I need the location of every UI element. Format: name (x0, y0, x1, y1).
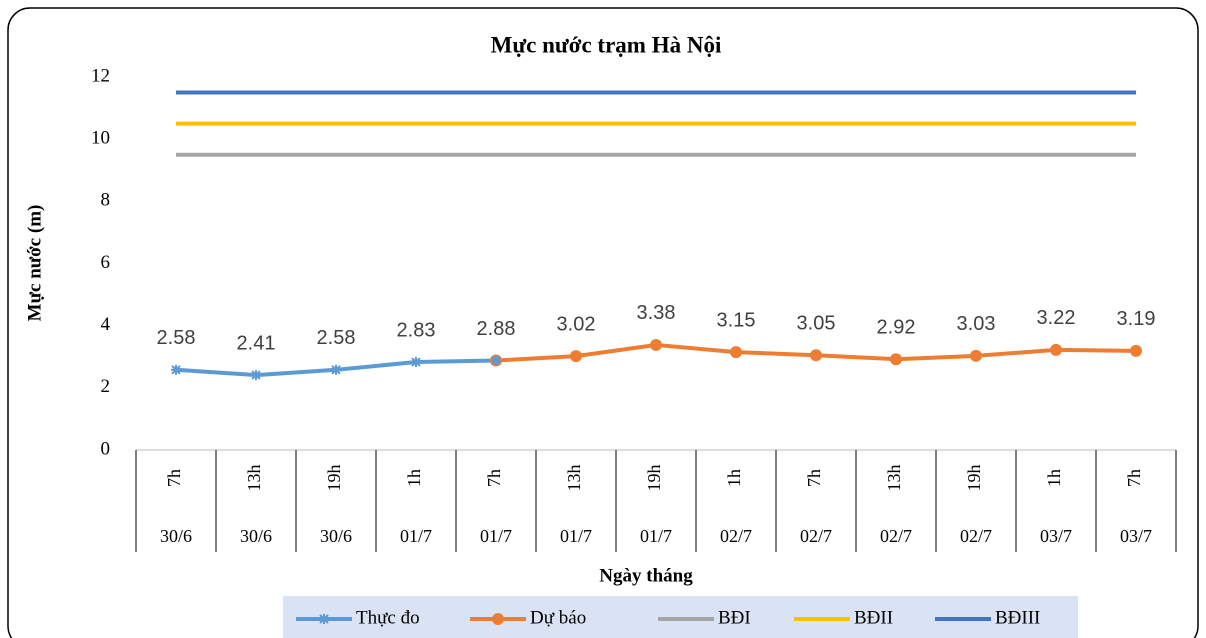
legend-label: BĐI (718, 607, 751, 628)
marker (171, 364, 181, 375)
marker-stroke (491, 355, 501, 366)
x-tick-label: 13h (884, 465, 904, 492)
x-axis-label: Ngày tháng (599, 565, 693, 586)
data-label: 2.88 (477, 318, 516, 340)
x-group-label: 03/7 (1040, 526, 1072, 546)
x-tick-label: 7h (804, 469, 824, 487)
marker-stroke (251, 370, 261, 380)
chart-title: Mực nước trạm Hà Nội (491, 32, 722, 57)
x-group-label: 02/7 (720, 526, 752, 546)
x-group-label: 30/6 (240, 526, 272, 546)
legend-label: Thực đo (356, 607, 420, 628)
marker-stroke (319, 614, 329, 624)
y-axis-label: Mực nước (m) (24, 205, 45, 322)
x-tick-label: 19h (644, 465, 664, 492)
marker (650, 338, 662, 351)
x-tick-label: 1h (404, 469, 424, 487)
data-label: 2.58 (317, 327, 356, 349)
x-group-label: 01/7 (560, 526, 592, 546)
data-label: 2.92 (877, 317, 916, 339)
y-tick-label: 4 (101, 314, 111, 335)
marker (1050, 343, 1062, 356)
x-tick-label: 13h (244, 465, 264, 492)
y-tick-label: 12 (91, 65, 110, 86)
x-group-label: 01/7 (400, 526, 432, 546)
y-tick-label: 6 (101, 252, 111, 273)
data-label: 3.19 (1117, 308, 1156, 330)
data-label: 3.02 (557, 313, 596, 335)
x-tick-label: 19h (324, 465, 344, 492)
x-tick-label: 1h (724, 469, 744, 487)
marker (730, 346, 742, 359)
data-label: 3.38 (637, 302, 676, 324)
marker (491, 355, 501, 366)
legend-label: BĐIII (995, 607, 1040, 628)
marker (319, 614, 329, 624)
marker (810, 349, 822, 362)
marker-stroke (411, 357, 421, 367)
x-group-label: 02/7 (960, 526, 992, 546)
x-group-label: 01/7 (480, 526, 512, 546)
x-tick-label: 7h (1124, 469, 1144, 487)
data-label: 2.58 (157, 327, 196, 349)
marker (331, 364, 341, 375)
marker (411, 357, 421, 368)
y-tick-label: 10 (91, 128, 110, 149)
x-group-label: 03/7 (1120, 526, 1152, 546)
data-label: 3.15 (717, 309, 756, 331)
x-tick-label: 7h (164, 469, 184, 487)
legend-label: Dự báo (530, 607, 586, 628)
marker (251, 370, 261, 381)
x-group-label: 30/6 (320, 526, 352, 546)
marker-stroke (331, 365, 341, 375)
data-label: 3.05 (797, 312, 836, 334)
x-tick-label: 7h (484, 469, 504, 487)
data-label: 2.41 (237, 332, 276, 354)
legend-label: BĐII (854, 607, 893, 628)
x-group-label: 30/6 (160, 526, 192, 546)
x-group-label: 02/7 (880, 526, 912, 546)
x-tick-label: 13h (564, 465, 584, 492)
x-tick-label: 19h (964, 465, 984, 492)
marker-stroke (171, 365, 181, 375)
data-label: 2.83 (397, 319, 436, 341)
x-group-label: 01/7 (640, 526, 672, 546)
marker (890, 353, 902, 366)
chart-frame (7, 7, 1199, 638)
marker (570, 350, 582, 363)
marker (1130, 344, 1142, 357)
marker (492, 613, 504, 625)
x-tick-label: 1h (1044, 469, 1064, 487)
y-tick-label: 2 (101, 376, 111, 397)
data-label: 3.03 (957, 313, 996, 335)
marker (970, 349, 982, 362)
y-tick-label: 0 (101, 438, 111, 459)
data-label: 3.22 (1037, 307, 1076, 329)
y-tick-label: 8 (101, 190, 111, 211)
x-group-label: 02/7 (800, 526, 832, 546)
